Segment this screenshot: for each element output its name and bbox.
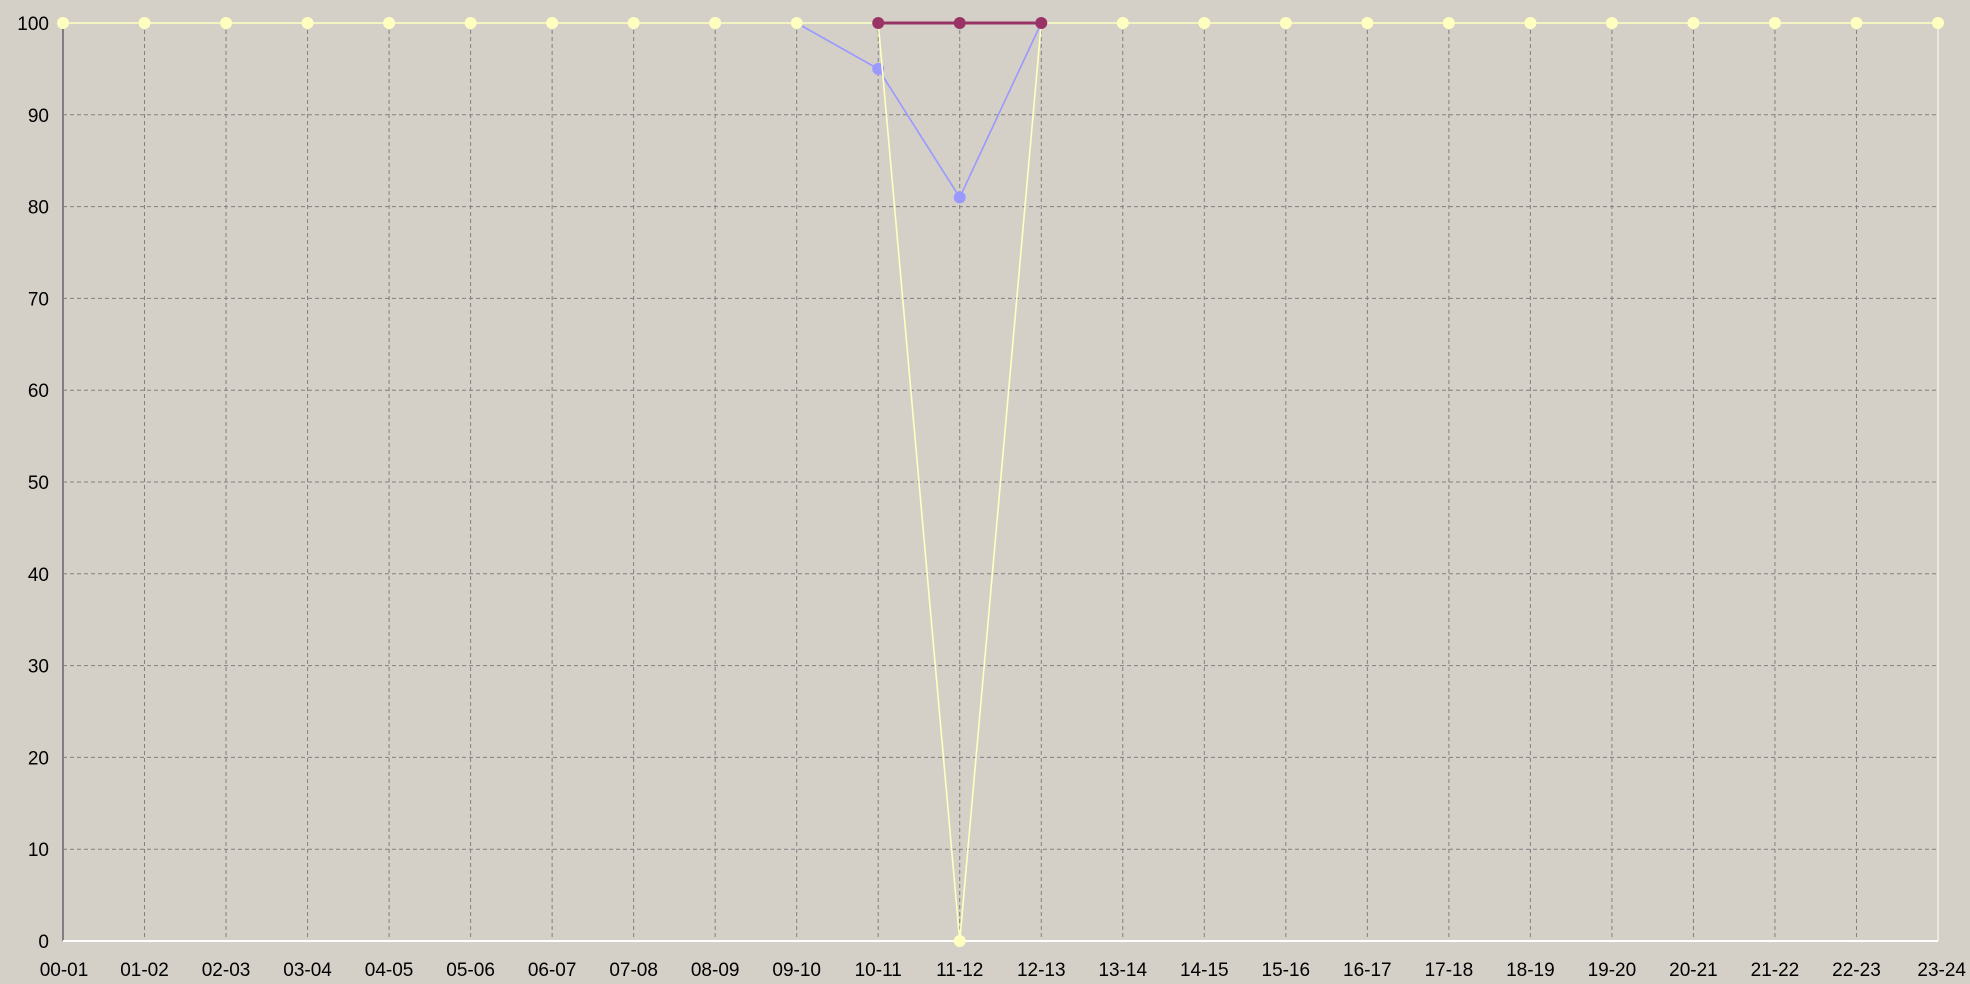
x-tick-label: 00-01 <box>40 960 89 979</box>
series-3 <box>872 17 1047 29</box>
y-tick-label: 100 <box>17 14 49 35</box>
y-tick-label: 80 <box>28 198 49 219</box>
y-tick-label: 90 <box>28 106 49 127</box>
data-point <box>57 17 69 29</box>
series-2 <box>791 17 1048 203</box>
data-point <box>954 17 966 29</box>
x-tick-label: 16-17 <box>1343 960 1392 979</box>
x-tick-label: 07-08 <box>609 960 658 979</box>
x-tick-label: 09-10 <box>772 960 821 979</box>
data-point <box>1198 17 1210 29</box>
x-tick-label: 01-02 <box>120 960 169 979</box>
x-tick-label: 17-18 <box>1425 960 1474 979</box>
x-tick-label: 18-19 <box>1506 960 1555 979</box>
series-line <box>797 23 1042 197</box>
y-tick-label: 40 <box>28 565 49 586</box>
data-point <box>1361 17 1373 29</box>
x-tick-label: 21-22 <box>1751 960 1800 979</box>
y-tick-label: 70 <box>28 289 49 310</box>
y-tick-label: 0 <box>38 932 49 953</box>
data-point <box>791 17 803 29</box>
x-tick-label: 05-06 <box>446 960 495 979</box>
data-point <box>1769 17 1781 29</box>
x-tick-label: 10-11 <box>855 960 902 979</box>
x-tick-label: 03-04 <box>283 960 332 979</box>
data-point <box>1687 17 1699 29</box>
y-tick-label: 50 <box>28 473 49 494</box>
data-point <box>139 17 151 29</box>
data-point <box>1280 17 1292 29</box>
x-tick-label: 14-15 <box>1180 960 1229 979</box>
x-tick-label: 12-13 <box>1017 960 1066 979</box>
tick-labels: 0 10 20 30 40 50 60 70 80 90 100 00-01 01-02 02-03 03-… <box>17 14 1966 979</box>
data-point <box>1606 17 1618 29</box>
data-point <box>954 935 966 947</box>
x-tick-label: 19-20 <box>1588 960 1637 979</box>
x-tick-label: 02-03 <box>202 960 251 979</box>
y-tick-label: 10 <box>28 840 49 861</box>
data-point <box>1117 17 1129 29</box>
x-tick-label: 15-16 <box>1262 960 1311 979</box>
y-tick-label: 30 <box>28 657 49 678</box>
data-point <box>709 17 721 29</box>
x-tick-label: 11-12 <box>936 960 983 979</box>
data-point <box>954 191 966 203</box>
x-tick-label: 06-07 <box>528 960 577 979</box>
x-tick-label: 20-21 <box>1669 960 1718 979</box>
data-point <box>1524 17 1536 29</box>
x-tick-label: 04-05 <box>365 960 414 979</box>
data-point <box>383 17 395 29</box>
data-point <box>1443 17 1455 29</box>
x-tick-label: 08-09 <box>691 960 740 979</box>
data-point <box>1850 17 1862 29</box>
data-point <box>1035 17 1047 29</box>
data-point <box>302 17 314 29</box>
data-point <box>220 17 232 29</box>
x-tick-label: 23-24 <box>1917 960 1966 979</box>
data-point <box>546 17 558 29</box>
data-point <box>872 17 884 29</box>
x-tick-label: 13-14 <box>1098 960 1147 979</box>
data-point <box>628 17 640 29</box>
data-point <box>1932 17 1944 29</box>
y-tick-label: 20 <box>28 748 49 769</box>
data-point <box>465 17 477 29</box>
x-tick-label: 22-23 <box>1832 960 1881 979</box>
y-tick-label: 60 <box>28 381 49 402</box>
